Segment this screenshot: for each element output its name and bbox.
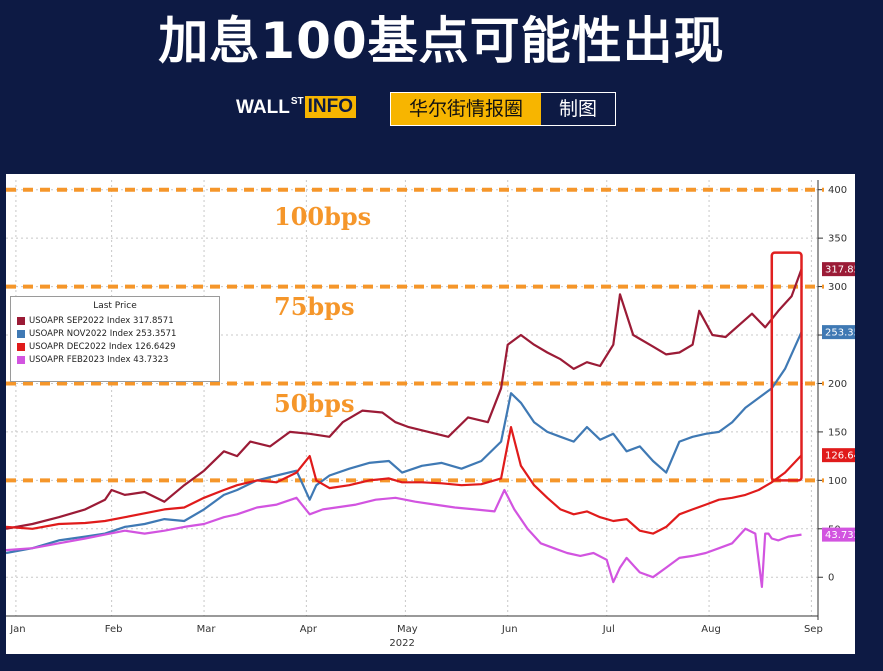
legend-label-nov: USOAPR NOV2022 Index	[29, 328, 134, 339]
last-value-tag-dec	[822, 448, 855, 463]
wallstreet-logo: WALL ST INFO	[236, 96, 356, 120]
y-tick-label: 100	[828, 476, 847, 487]
x-tick-label: Jan	[9, 624, 25, 635]
bps-band-label: 100bps	[274, 202, 371, 231]
series-line-nov	[6, 331, 803, 555]
last-value-label-feb: 43.7323	[825, 530, 855, 541]
legend-swatch-sep	[17, 316, 25, 325]
highlight-box	[770, 251, 803, 482]
chart-panel: 050100150200250300350400JanFebMarAprMayJ…	[6, 174, 855, 654]
last-value-label-dec: 126.6429	[825, 451, 855, 462]
legend-value-sep: 317.8571	[133, 315, 174, 326]
legend-label-dec: USOAPR DEC2022 Index	[29, 341, 133, 352]
x-tick-label: Aug	[701, 624, 721, 635]
bps-band-label: 75bps	[274, 292, 354, 321]
legend-value-nov: 253.3571	[135, 328, 177, 339]
legend-value-feb: 43.7323	[133, 354, 169, 365]
last-value-tag-feb	[822, 527, 855, 542]
legend-row-feb: USOAPR FEB2023 Index 43.7323	[11, 353, 219, 366]
x-axis-title: 2022	[389, 638, 414, 649]
x-tick-label: Sep	[804, 624, 823, 635]
x-tick-label: May	[397, 624, 418, 635]
series-line-feb	[6, 488, 802, 588]
series-line-sep	[6, 268, 803, 530]
logo-main: WALL	[236, 97, 290, 118]
y-tick-label: 400	[828, 185, 847, 196]
logo-sup: ST	[290, 96, 304, 107]
legend-row-sep: USOAPR SEP2022 Index 317.8571	[11, 314, 219, 327]
bps-band-label: 50bps	[274, 389, 354, 418]
last-value-label-sep: 317.8571	[825, 265, 855, 276]
legend-value-dec: 126.6429	[135, 341, 176, 352]
y-tick-label: 300	[828, 282, 847, 293]
legend-title: Last Price	[93, 301, 137, 311]
last-value-tag-nov	[822, 325, 855, 340]
credit-circle: 华尔街情报圈	[391, 93, 542, 125]
line-chart: 050100150200250300350400JanFebMarAprMayJ…	[6, 180, 855, 649]
last-value-tag-sep	[822, 262, 855, 277]
x-tick-label: Apr	[300, 624, 318, 635]
y-tick-label: 150	[828, 427, 847, 438]
headline-title: 加息100基点可能性出现	[158, 12, 725, 70]
x-tick-label: Jun	[501, 624, 518, 635]
legend-row-dec: USOAPR DEC2022 Index 126.6429	[11, 340, 219, 353]
credit-box: 华尔街情报圈 制图	[390, 92, 617, 126]
legend-swatch-nov	[17, 329, 25, 338]
credit-made: 制图	[541, 93, 616, 125]
legend-swatch-feb	[17, 355, 25, 364]
x-tick-label: Mar	[197, 624, 217, 635]
brand-row: WALL ST INFO 华尔街情报圈 制图	[0, 92, 883, 126]
legend-swatch-dec	[17, 342, 25, 351]
legend-row-nov: USOAPR NOV2022 Index 253.3571	[11, 327, 219, 340]
logo-info: INFO	[304, 96, 356, 118]
series-line-dec	[6, 426, 803, 535]
y-tick-label: 0	[828, 573, 834, 584]
y-tick-label: 350	[828, 234, 847, 245]
chart-legend: Last Price USOAPR SEP2022 Index 317.8571…	[10, 296, 220, 382]
last-value-label-nov: 253.3571	[825, 328, 855, 339]
legend-label-feb: USOAPR FEB2023 Index	[29, 354, 131, 365]
y-tick-label: 200	[828, 379, 847, 390]
x-tick-label: Jul	[602, 624, 615, 635]
legend-label-sep: USOAPR SEP2022 Index	[29, 315, 131, 326]
x-tick-label: Feb	[105, 624, 123, 635]
